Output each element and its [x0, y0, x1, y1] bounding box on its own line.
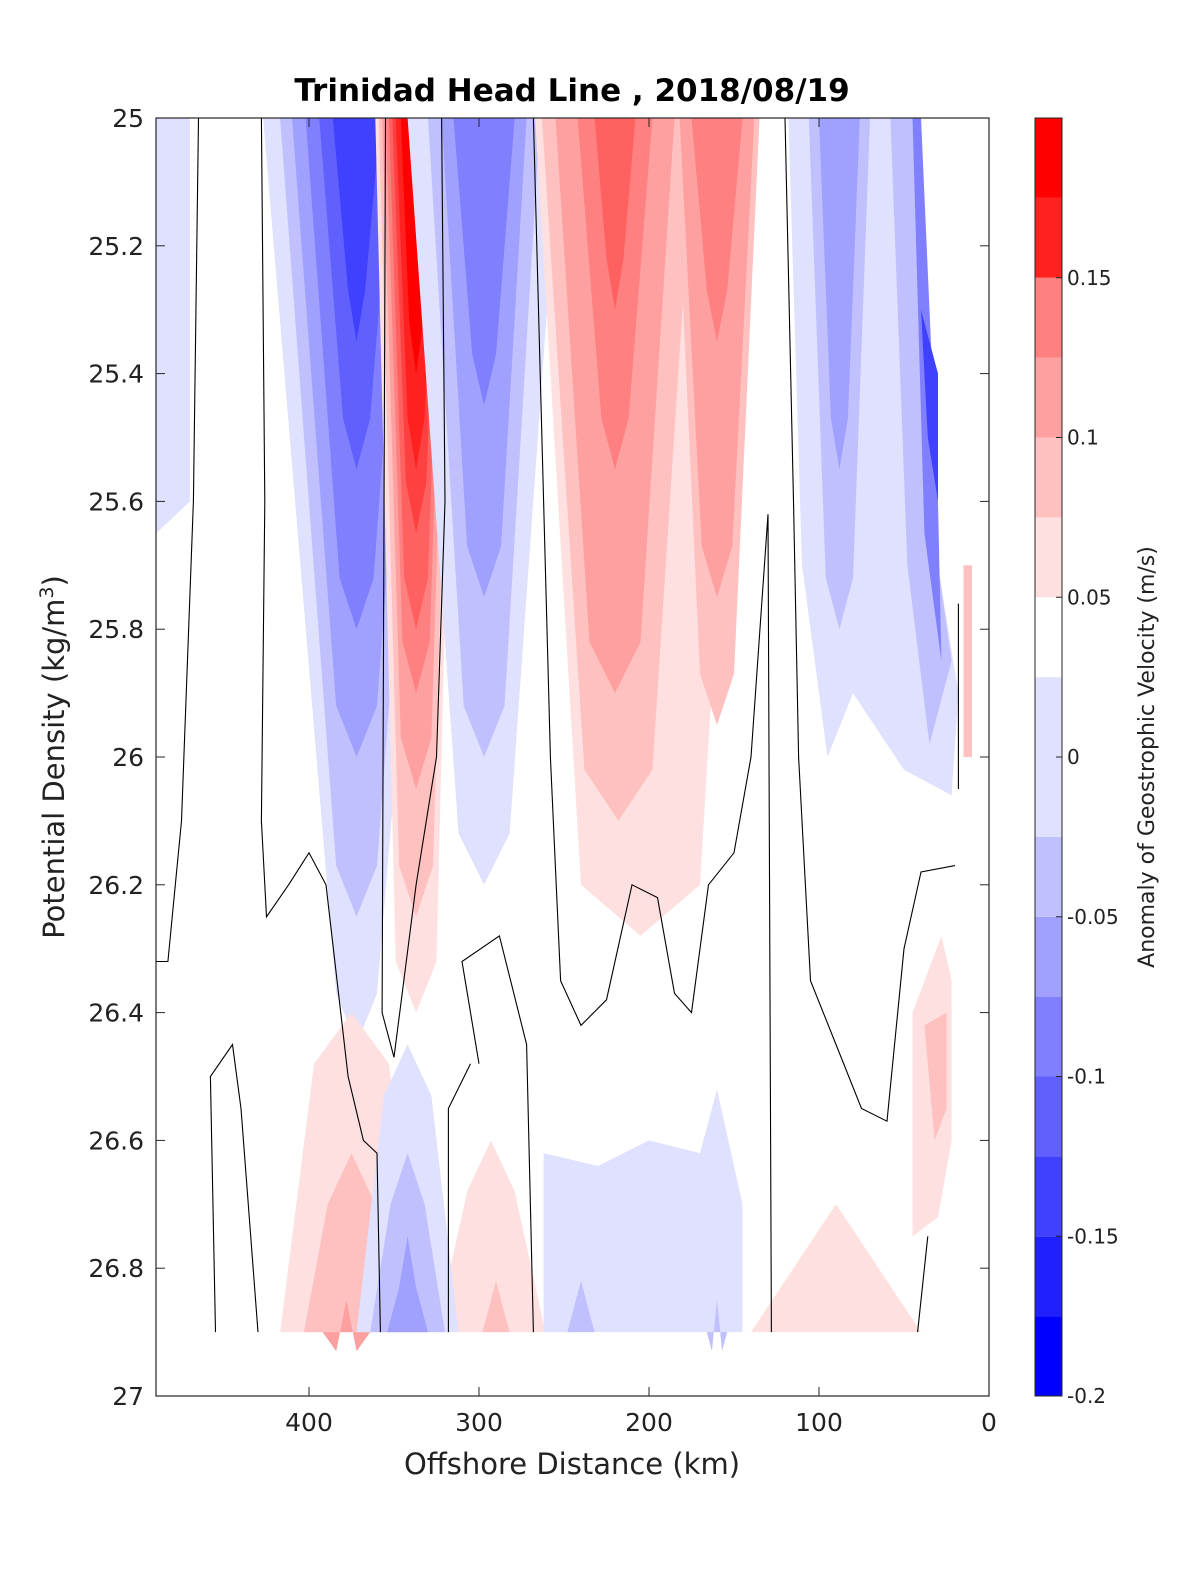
zero-contour-9	[917, 1236, 929, 1333]
colorbar-bin	[1035, 357, 1062, 438]
field-region-23	[679, 118, 755, 598]
colorbar-bin	[1035, 437, 1062, 518]
field-region-32	[921, 309, 938, 502]
field-region-45	[543, 1089, 743, 1333]
y-tick-label: 25.4	[88, 360, 144, 389]
colorbar-tick-label: 0.1	[1067, 426, 1099, 450]
colorbar: -0.2 -0.15 -0.1 -0.05 0 0.05 0.1 0.15	[1034, 117, 1119, 1408]
y-axis-label-superscript: 3	[36, 586, 58, 598]
y-tick-label: 26.6	[88, 1126, 144, 1155]
x-tick-label: 200	[625, 1408, 673, 1437]
zero-contour-lines	[156, 118, 959, 1333]
chart-title: Trinidad Head Line , 2018/08/19	[294, 73, 849, 109]
field-region-36	[322, 1300, 371, 1352]
y-tick-label: 26	[112, 743, 144, 772]
colorbar-tick-label: 0.05	[1067, 585, 1112, 609]
zero-contour-3	[532, 118, 772, 1333]
field-region-25	[691, 118, 743, 342]
x-tick-label: 0	[981, 1408, 997, 1437]
colorbar-bin	[1035, 277, 1062, 358]
field-region-39	[751, 1204, 921, 1333]
y-tick-label: 25.6	[88, 487, 144, 516]
field-region-46	[547, 1280, 615, 1333]
field-region-47	[706, 1300, 728, 1352]
colorbar-bin	[1035, 1236, 1062, 1317]
field-region-30	[819, 118, 860, 470]
colorbar-tick-label: -0.05	[1067, 905, 1119, 929]
colorbar-tick-label: -0.15	[1067, 1224, 1119, 1248]
y-tick-label: 26.8	[88, 1254, 144, 1283]
field-region-41	[924, 1012, 947, 1141]
field-region-44	[387, 1236, 428, 1333]
field-region-18	[453, 118, 515, 406]
colorbar-tick-label: -0.2	[1067, 1384, 1106, 1408]
x-tick-label: 300	[455, 1408, 503, 1437]
y-tick-label: 26.4	[88, 999, 144, 1028]
y-tick-label: 25.2	[88, 232, 144, 261]
y-tick-label: 27	[112, 1382, 144, 1411]
colorbar-bin	[1035, 836, 1062, 917]
field-region-26	[594, 118, 636, 310]
field-region-6	[332, 118, 381, 342]
colorbar-bin	[1035, 597, 1062, 678]
velocity-field	[156, 118, 972, 1352]
x-tick-label: 100	[795, 1408, 843, 1437]
y-tick-label: 25	[112, 104, 144, 133]
colorbar-bin	[1035, 1316, 1062, 1396]
zero-contour-0	[156, 118, 200, 963]
y-axis-label-end: )	[37, 575, 71, 586]
zero-contour-1	[260, 118, 381, 1333]
colorbar-bin	[1035, 197, 1062, 278]
y-axis: 25 25.2 25.4 25.6 25.8 26 26.2 26.4 26.6 26.8 27	[88, 104, 989, 1411]
colorbar-tick-label: 0.15	[1067, 266, 1112, 290]
colorbar-bin	[1035, 118, 1062, 198]
field-region-33	[963, 565, 972, 757]
colorbar-bin	[1035, 916, 1062, 997]
x-tick-label: 400	[285, 1408, 333, 1437]
y-tick-label: 25.8	[88, 615, 144, 644]
zero-contour-6	[209, 1043, 259, 1333]
colorbar-bin	[1035, 517, 1062, 598]
y-tick-label: 26.2	[88, 871, 144, 900]
zero-contour-4	[784, 118, 956, 1123]
colorbar-bin	[1035, 996, 1062, 1077]
y-axis-label-main: Potential Density (kg/m	[37, 599, 71, 939]
colorbar-tick-label: 0	[1067, 745, 1080, 769]
x-axis: 400 300 200 100 0	[285, 118, 997, 1437]
zero-contour-8	[447, 1063, 471, 1333]
field-region-0	[156, 118, 190, 534]
zero-contour-2	[381, 118, 446, 1058]
colorbar-tick-label: -0.1	[1067, 1065, 1106, 1089]
x-axis-label: Offshore Distance (km)	[404, 1447, 740, 1481]
colorbar-bin	[1035, 1076, 1062, 1157]
field-region-37	[436, 1140, 546, 1333]
y-axis-label: Potential Density (kg/m3)	[36, 575, 71, 939]
colorbar-bin	[1035, 1156, 1062, 1237]
colorbar-label: Anomaly of Geostrophic Velocity (m/s)	[1135, 546, 1160, 968]
field-region-38	[465, 1280, 527, 1333]
zero-contour-7	[461, 934, 534, 1333]
